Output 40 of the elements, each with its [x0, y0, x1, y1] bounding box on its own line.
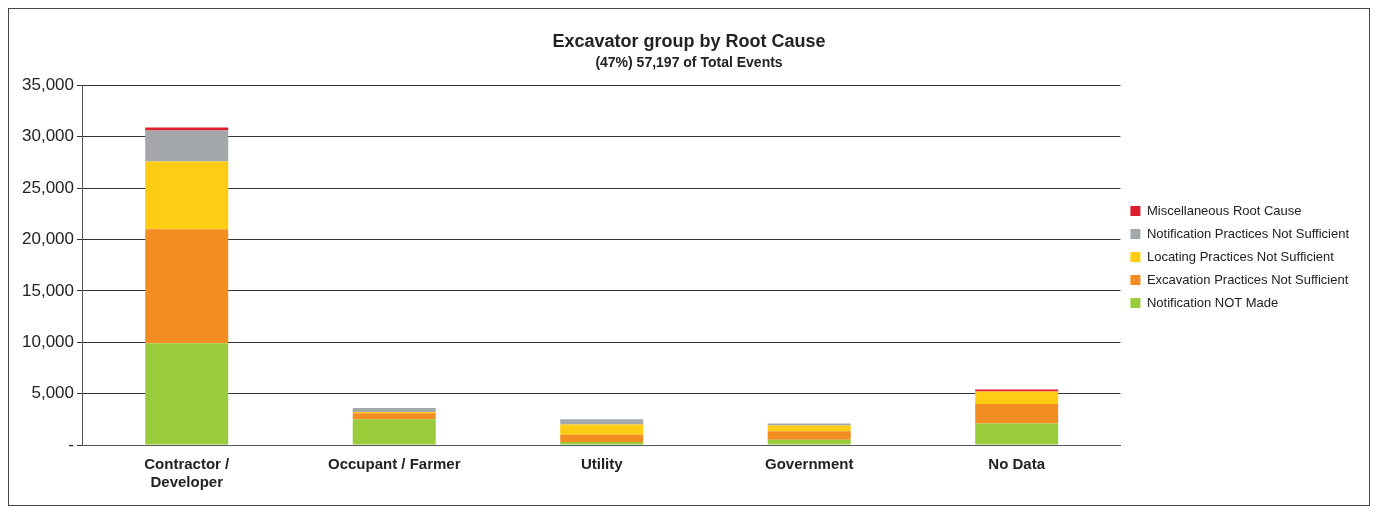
bar	[352, 408, 436, 413]
bar	[352, 413, 436, 420]
bar	[767, 431, 851, 440]
y-tick-label: 30,000	[22, 126, 74, 146]
bar	[975, 403, 1059, 424]
bar	[560, 441, 644, 445]
legend-label: Locating Practices Not Sufficient	[1146, 248, 1335, 264]
bar	[145, 229, 229, 344]
bar	[767, 425, 851, 432]
bar	[560, 424, 644, 435]
x-tick-label: Occupant / Farmer	[327, 455, 461, 473]
x-tick-label: Contractor / Developer	[144, 455, 231, 491]
legend-label: Miscellaneous Root Cause	[1146, 202, 1302, 218]
legend-label: Excavation Practices Not Sufficient	[1146, 271, 1349, 287]
legend-label: Notification NOT Made	[1146, 294, 1279, 310]
bar	[145, 130, 229, 162]
x-tick-label: Government	[765, 455, 854, 473]
y-tick-label: 20,000	[22, 229, 74, 249]
y-tick-label: 15,000	[22, 280, 74, 300]
x-tick-label: No Data	[988, 455, 1046, 473]
y-tick-label: -	[68, 434, 74, 454]
bar	[975, 423, 1059, 445]
bar	[975, 389, 1059, 392]
bar	[352, 419, 436, 445]
x-tick-label: Utility	[580, 455, 624, 473]
bar	[767, 423, 851, 426]
bar	[145, 161, 229, 230]
bar	[975, 391, 1059, 404]
legend-label: Notification Practices Not Sufficient	[1146, 225, 1350, 241]
y-tick-label: 25,000	[22, 177, 74, 197]
y-tick-label: 10,000	[22, 331, 74, 351]
bar	[560, 419, 644, 425]
bar	[767, 439, 851, 445]
bar	[145, 343, 229, 445]
y-tick-label: 35,000	[22, 75, 74, 95]
chart-title: Excavator group by Root Cause	[552, 30, 826, 51]
y-tick-label: 5,000	[31, 383, 74, 403]
chart-subtitle: (47%) 57,197 of Total Events	[595, 53, 783, 70]
bar	[145, 127, 229, 131]
bar	[560, 434, 644, 442]
